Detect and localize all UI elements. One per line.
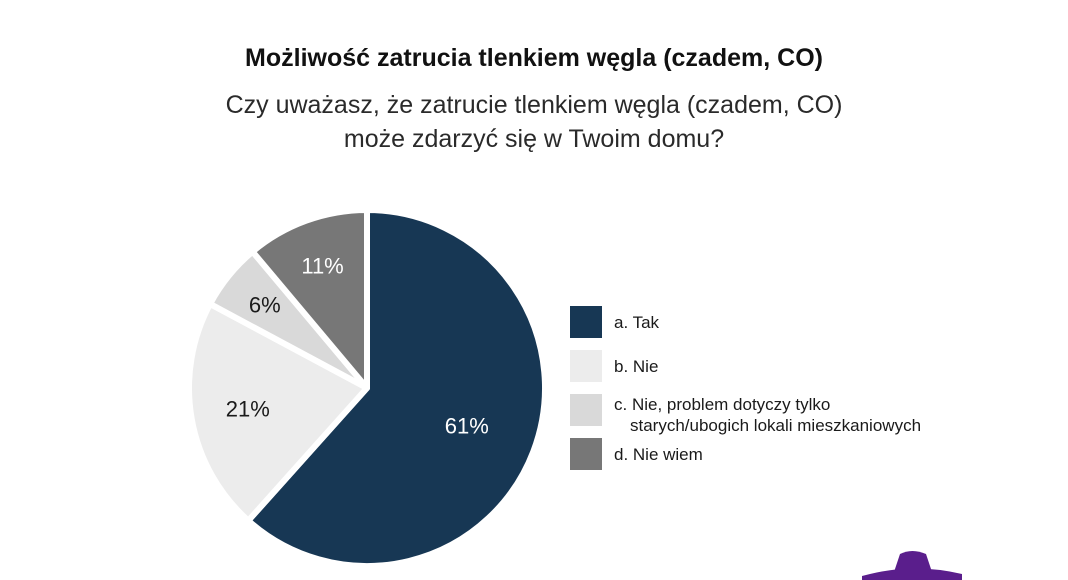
pie-slice-nie bbox=[186, 300, 370, 524]
legend-label-nie-problem: c. Nie, problem dotyczy tylko starych/ub… bbox=[614, 394, 921, 436]
legend-label-nie-problem-line-2: starych/ubogich lokali mieszkaniowych bbox=[630, 416, 922, 435]
chart-subtitle: Czy uważasz, że zatrucie tlenkiem węgla … bbox=[0, 88, 1068, 156]
pie-slice-nie-wiem bbox=[249, 207, 370, 391]
legend-label-nie-problem-line-1: c. Nie, problem dotyczy tylko bbox=[614, 395, 831, 414]
legend-item-nie-problem: c. Nie, problem dotyczy tylko starych/ub… bbox=[570, 394, 921, 436]
witch-hat-icon bbox=[862, 551, 962, 580]
legend-swatch-nie bbox=[570, 350, 602, 382]
chart-title: Możliwość zatrucia tlenkiem węgla (czade… bbox=[245, 44, 823, 72]
legend-item-nie-wiem: d. Nie wiem bbox=[570, 438, 703, 470]
pie-slice-tak bbox=[245, 207, 548, 569]
pie-label-tak: 61% bbox=[445, 414, 489, 439]
legend-item-nie: b. Nie bbox=[570, 350, 658, 382]
legend-label-nie: b. Nie bbox=[614, 357, 659, 376]
subtitle-line-1: Czy uważasz, że zatrucie tlenkiem węgla … bbox=[225, 91, 843, 119]
pie-label-nie: 21% bbox=[226, 397, 270, 422]
legend-swatch-nie-wiem bbox=[570, 438, 602, 470]
pie-label-nie-wiem: 11% bbox=[301, 253, 343, 278]
pie-label-nie-problem: 6% bbox=[249, 292, 281, 317]
legend-item-tak: a. Tak bbox=[570, 306, 659, 338]
legend-swatch-tak bbox=[570, 306, 602, 338]
subtitle-line-2: może zdarzyć się w Twoim domu? bbox=[343, 125, 725, 153]
legend-label-nie-wiem: d. Nie wiem bbox=[614, 445, 703, 464]
legend-swatch-nie-problem bbox=[570, 394, 602, 426]
legend-label-tak: a. Tak bbox=[614, 313, 660, 332]
